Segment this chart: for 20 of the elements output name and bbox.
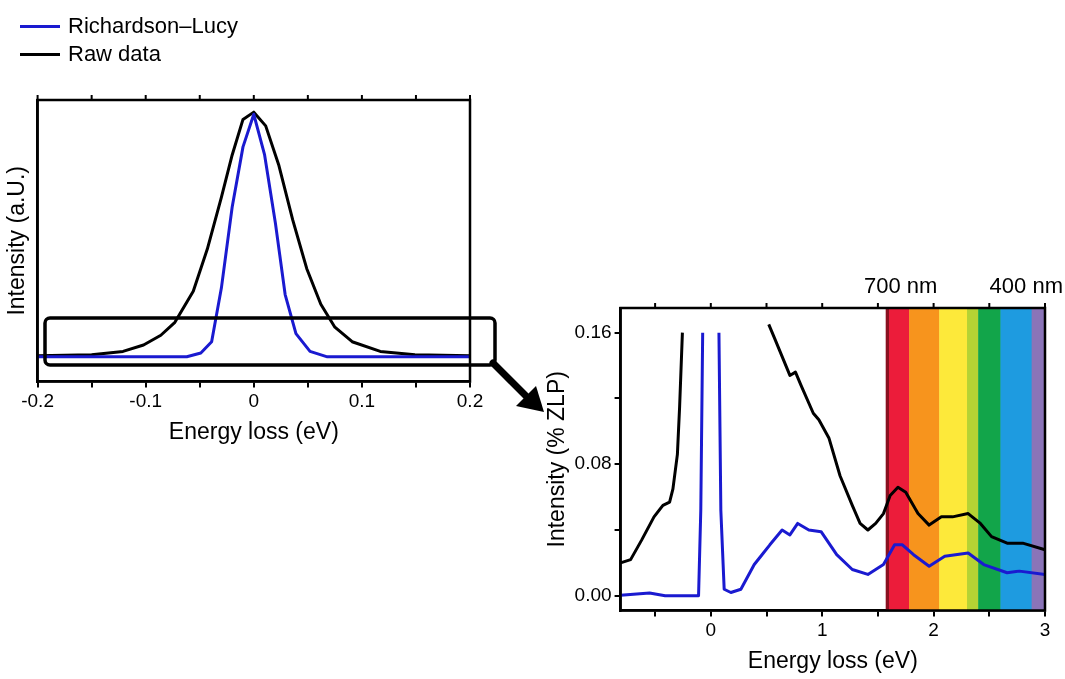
y-axis-title: Intensity (% ZLP) (543, 371, 570, 548)
legend-label: Richardson–Lucy (68, 13, 238, 39)
y-tick-label: 0.16 (574, 320, 612, 342)
x-tick-label: 1 (816, 619, 828, 641)
x-tick-label: 2 (928, 619, 939, 641)
x-tick-label: 0.2 (456, 390, 484, 412)
x-axis-title: Energy loss (eV) (747, 646, 918, 673)
text: 400 nm (989, 273, 1064, 299)
x-tick-label: 0 (248, 390, 260, 412)
y-axis-title: Intensity (a.U.) (3, 166, 30, 316)
x-tick-label: 0.1 (348, 390, 376, 412)
x-tick-label: 3 (1039, 619, 1051, 641)
text: 700 nm (864, 273, 938, 299)
legend-label: Raw data (68, 41, 161, 67)
y-tick-label: 0.00 (574, 584, 612, 606)
x-tick-label: -0.1 (129, 390, 163, 412)
y-tick-label: 0.08 (574, 452, 612, 474)
x-tick-label: 0 (705, 619, 717, 641)
x-axis-title: Energy loss (eV) (168, 417, 339, 444)
x-tick-label: -0.2 (21, 390, 54, 412)
